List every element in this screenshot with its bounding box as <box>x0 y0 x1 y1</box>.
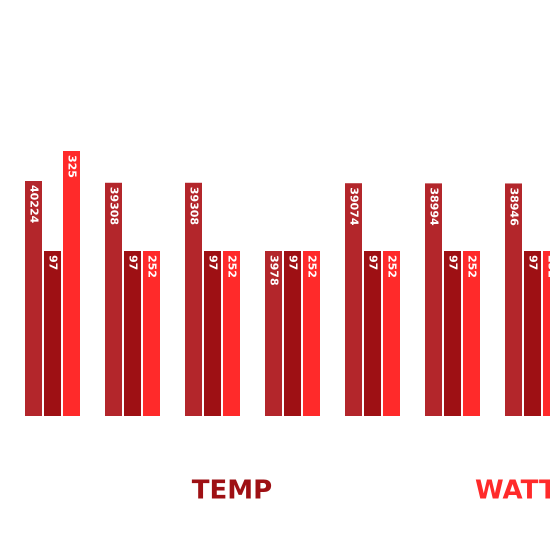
bar <box>303 251 320 416</box>
value-label: 40224 <box>28 185 41 224</box>
bar <box>284 251 301 416</box>
value-label: 97 <box>447 255 460 270</box>
bar <box>63 151 80 416</box>
bar <box>25 181 42 416</box>
bar <box>425 183 442 416</box>
bar <box>44 251 61 416</box>
value-label: 325 <box>66 155 79 178</box>
bar <box>524 251 541 416</box>
value-label: 3978 <box>268 255 281 286</box>
value-label: 252 <box>146 255 159 278</box>
bar <box>143 251 160 416</box>
bar <box>543 251 550 416</box>
bar <box>124 251 141 416</box>
bar <box>204 251 221 416</box>
bar <box>223 251 240 416</box>
value-label: 39074 <box>348 187 361 226</box>
bar <box>444 251 461 416</box>
value-label: 97 <box>47 255 60 270</box>
bar <box>265 251 282 416</box>
legend-label: TEMP <box>192 476 272 506</box>
value-label: 97 <box>207 255 220 270</box>
value-label: 252 <box>546 255 550 278</box>
value-label: 252 <box>306 255 319 278</box>
bar <box>185 182 202 416</box>
bar <box>364 251 381 416</box>
value-label: 252 <box>226 255 239 278</box>
value-label: 38994 <box>428 187 441 226</box>
bar <box>463 251 480 416</box>
bar <box>345 183 362 416</box>
bar <box>105 182 122 416</box>
value-label: 97 <box>127 255 140 270</box>
value-label: 97 <box>287 255 300 270</box>
value-label: 38946 <box>508 187 521 226</box>
value-label: 39308 <box>108 187 121 225</box>
legend-label: WATT <box>475 476 550 506</box>
bar <box>383 251 400 416</box>
value-label: 97 <box>527 255 540 270</box>
bar <box>505 183 522 416</box>
value-label: 252 <box>466 255 479 278</box>
value-label: 97 <box>367 255 380 270</box>
value-label: 252 <box>386 255 399 278</box>
value-label: 39308 <box>188 187 201 225</box>
